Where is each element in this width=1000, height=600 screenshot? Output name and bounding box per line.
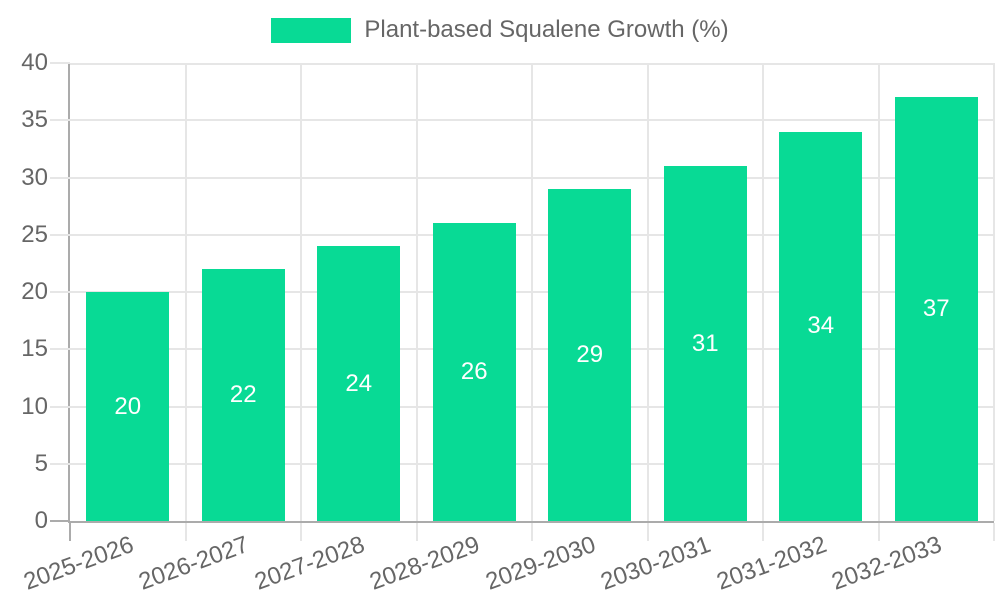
bar-value-label: 26 bbox=[460, 358, 488, 386]
bar[interactable]: 26 bbox=[432, 223, 516, 521]
y-tick-mark bbox=[50, 462, 70, 465]
bar[interactable]: 31 bbox=[663, 166, 747, 521]
bar-value-label: 20 bbox=[114, 392, 142, 420]
bar-value-label: 22 bbox=[229, 381, 257, 409]
y-tick-label: 10 bbox=[21, 392, 48, 420]
x-gridline bbox=[646, 63, 649, 521]
x-gridline bbox=[762, 63, 764, 521]
legend-swatch-icon bbox=[271, 17, 352, 43]
x-category-label: 2031-2032 bbox=[712, 531, 830, 596]
y-tick-mark bbox=[50, 62, 70, 64]
x-tick-mark bbox=[646, 523, 649, 541]
bar[interactable]: 34 bbox=[779, 131, 863, 521]
x-category-label: 2027-2028 bbox=[250, 531, 368, 596]
y-axis-line bbox=[68, 63, 70, 523]
bar-value-label: 34 bbox=[807, 312, 835, 340]
y-tick-label: 30 bbox=[21, 163, 48, 191]
x-tick-mark bbox=[993, 523, 995, 541]
y-tick-label: 5 bbox=[34, 449, 48, 477]
bar[interactable]: 22 bbox=[201, 269, 285, 521]
x-tick-mark bbox=[415, 523, 418, 541]
legend-label: Plant-based Squalene Growth (%) bbox=[364, 16, 729, 43]
x-gridline bbox=[415, 63, 418, 521]
x-category-label: 2026-2027 bbox=[135, 531, 253, 596]
y-tick-mark bbox=[50, 405, 70, 408]
y-tick-label: 20 bbox=[21, 278, 48, 305]
y-tick-label: 0 bbox=[34, 507, 48, 534]
y-tick-mark bbox=[50, 233, 70, 236]
y-tick-label: 35 bbox=[21, 106, 48, 134]
x-axis-line bbox=[68, 521, 994, 523]
bar-value-label: 31 bbox=[691, 329, 719, 357]
x-gridline bbox=[993, 63, 995, 521]
x-tick-mark bbox=[762, 523, 764, 541]
bar[interactable]: 20 bbox=[86, 292, 170, 521]
x-gridline bbox=[877, 63, 880, 521]
x-category-label: 2028-2029 bbox=[366, 531, 484, 596]
bar-value-label: 29 bbox=[576, 340, 604, 368]
y-tick-label: 15 bbox=[21, 335, 48, 363]
x-tick-mark bbox=[877, 523, 880, 541]
y-tick-mark bbox=[50, 520, 70, 522]
x-tick-mark bbox=[69, 523, 71, 541]
plot-area: 20 22 24 26 29 31 34 37 bbox=[70, 63, 995, 521]
legend-item[interactable]: Plant-based Squalene Growth (%) bbox=[271, 16, 729, 44]
x-gridline bbox=[300, 63, 302, 521]
y-tick-label: 25 bbox=[21, 220, 48, 248]
x-category-label: 2032-2033 bbox=[828, 531, 946, 596]
y-tick-mark bbox=[50, 119, 70, 122]
x-gridline bbox=[184, 63, 187, 521]
y-tick-label: 40 bbox=[21, 49, 48, 76]
x-tick-mark bbox=[300, 523, 302, 541]
bar[interactable]: 24 bbox=[317, 246, 401, 521]
chart-legend: Plant-based Squalene Growth (%) bbox=[0, 16, 1000, 44]
x-gridline bbox=[531, 63, 533, 521]
x-tick-mark bbox=[184, 523, 187, 541]
bar[interactable]: 29 bbox=[548, 188, 632, 521]
bar[interactable]: 37 bbox=[894, 97, 978, 521]
x-tick-mark bbox=[531, 523, 533, 541]
y-tick-mark bbox=[50, 348, 70, 351]
x-category-label: 2029-2030 bbox=[481, 531, 599, 596]
x-category-label: 2030-2031 bbox=[597, 531, 715, 596]
bar-value-label: 24 bbox=[345, 369, 373, 397]
y-tick-mark bbox=[50, 291, 70, 293]
x-category-label: 2025-2026 bbox=[19, 531, 137, 596]
y-tick-mark bbox=[50, 176, 70, 179]
bar-value-label: 37 bbox=[922, 295, 950, 323]
